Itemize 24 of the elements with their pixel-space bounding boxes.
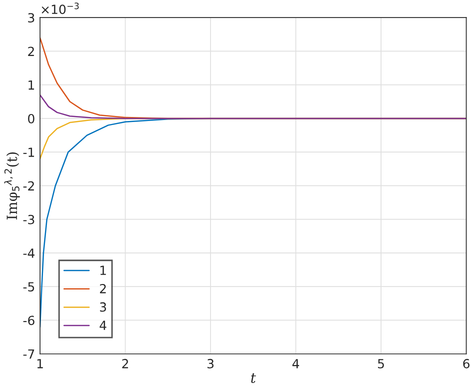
y-tick-label: -1: [23, 148, 34, 157]
y-tick-label: -4: [23, 248, 34, 258]
x-axis-title: t: [251, 373, 256, 383]
text: ×10$^{−3}$: [42, 2, 79, 14]
x-tick-label: 5: [378, 359, 384, 368]
x-tick-label: 2: [122, 358, 128, 368]
y-tick-label: 2: [28, 46, 34, 56]
y-tick-label: 1: [28, 80, 34, 90]
legend-label: 2: [100, 284, 106, 294]
x-tick-label: 1: [37, 359, 43, 368]
x-tick-label: 4: [292, 359, 300, 368]
legend-label: 3: [100, 302, 106, 312]
y-tick-label: -3: [23, 214, 34, 224]
x-tick-label: 6: [463, 358, 470, 368]
y-tick-label: -2: [23, 181, 34, 190]
legend-label: 1: [100, 266, 106, 275]
y-tick-label: -7: [23, 349, 34, 359]
legend-label: 4: [100, 320, 106, 330]
y-tick-label: -6: [23, 316, 34, 326]
x-tick-label: 3: [208, 358, 214, 368]
y-tick-label: 3: [28, 13, 34, 23]
y-tick-label: 0: [28, 114, 34, 124]
y-tick-label: -5: [23, 282, 34, 292]
y-axis-title: Imφ$_{5}$$^{λ,2}$(t): [4, 152, 20, 220]
